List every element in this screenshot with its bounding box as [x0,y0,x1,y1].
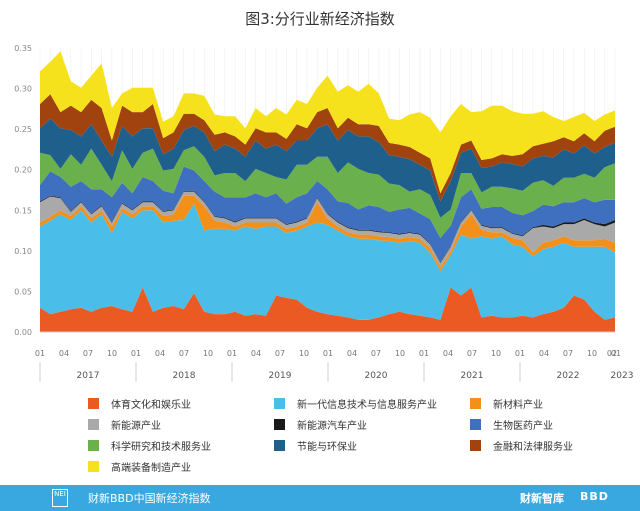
x-tick-label: 10 [299,349,309,358]
x-tick-label: 10 [395,349,405,358]
year-label: 2017 [77,371,100,381]
year-label: 2019 [269,371,292,381]
x-tick-label: 04 [539,349,549,358]
x-tick-label: 07 [371,349,381,358]
year-label: 2023 [611,371,634,381]
y-tick-label: 0.20 [14,166,32,175]
x-tick-label: 02 [607,349,617,358]
x-tick-label: 01 [131,349,141,358]
legend-label: 生物医药产业 [493,421,553,432]
legend-item: 新能源汽车产业 [274,417,367,432]
x-tick-label: 10 [587,349,597,358]
x-tick-label: 10 [203,349,213,358]
legend-swatch [274,419,285,430]
x-tick-label: 04 [59,349,69,358]
x-tick-label: 01 [515,349,525,358]
y-tick-label: 0.05 [14,287,32,296]
x-tick-label: 04 [155,349,165,358]
legend-item: 科学研究和技术服务业 [88,438,211,453]
y-tick-label: 0.00 [14,328,32,337]
legend-swatch [88,419,99,430]
legend-label: 体育文化和娱乐业 [111,400,191,411]
legend-label: 新能源产业 [111,421,161,432]
series-area-3 [40,191,615,268]
caixin-think-tank-logo: 财新智库 [520,492,564,505]
y-tick-label: 0.30 [14,85,32,94]
x-tick-label: 04 [251,349,261,358]
x-tick-label: 01 [323,349,333,358]
x-tick-label: 07 [179,349,189,358]
y-tick-label: 0.35 [14,44,32,53]
y-tick-label: 0.25 [14,125,32,134]
series-area-8 [40,94,615,202]
legend-label: 新材料产业 [493,400,543,411]
chart-title: 图3:分行业新经济指数 [245,10,395,28]
legend-label: 新能源汽车产业 [297,421,367,432]
nei-logo: NEI [52,489,68,507]
legend-item: 高端装备制造产业 [88,459,191,474]
series-area-6 [40,146,615,238]
x-tick-label: 07 [467,349,477,358]
legend-item: 节能与环保业 [274,438,357,453]
legend-item: 生物医药产业 [470,417,553,432]
legend-label: 节能与环保业 [297,442,357,453]
legend-label: 新一代信息技术与信息服务产业 [297,400,437,411]
legend-item: 体育文化和娱乐业 [88,396,191,411]
legend-swatch [88,440,99,451]
x-tick-label: 01 [419,349,429,358]
legend-swatch [470,419,481,430]
legend-swatch [470,398,481,409]
legend-swatch [88,398,99,409]
year-label: 2018 [173,371,196,381]
x-tick-label: 10 [491,349,501,358]
legend-item: 新一代信息技术与信息服务产业 [274,396,437,411]
x-tick-label: 10 [107,349,117,358]
stacked-area-chart: 0.00 0.05 0.10 0.15 0.20 0.25 0.30 0.35 01 04 07 10… [14,44,634,382]
legend-swatch [88,461,99,472]
legend-swatch [470,440,481,451]
legend-label: 金融和法律服务业 [493,442,573,453]
year-label: 2022 [557,371,580,381]
legend-label: 科学研究和技术服务业 [111,442,211,453]
bbd-logo: BBD [580,490,609,503]
series-area-5 [40,166,615,263]
x-tick-label: 01 [35,349,45,358]
legend-item: 新材料产业 [470,396,543,411]
x-tick-label: 04 [347,349,357,358]
x-tick-label: 01 [611,349,621,358]
footer-bar: NEI 财新BBD中国新经济指数 财新智库 BBD [0,485,640,511]
year-label: 2021 [461,371,484,381]
series-area-1 [40,203,615,320]
x-tick-label: 07 [563,349,573,358]
legend-item: 新能源产业 [88,417,161,432]
legend-swatch [274,440,285,451]
legend-label: 高端装备制造产业 [111,463,191,474]
legend-item: 金融和法律服务业 [470,438,573,453]
x-tick-label: 07 [83,349,93,358]
y-tick-label: 0.15 [14,206,32,215]
series-area-9 [40,51,615,194]
series-area-7 [40,118,615,218]
x-tick-label: 07 [275,349,285,358]
footer-text: 财新BBD中国新经济指数 [88,492,211,505]
series-area-2 [40,195,615,272]
y-tick-label: 0.10 [14,247,32,256]
year-label: 2020 [365,371,388,381]
legend-swatch [274,398,285,409]
x-tick-label: 04 [443,349,453,358]
series-area-0 [40,287,615,332]
x-tick-label: 01 [227,349,237,358]
